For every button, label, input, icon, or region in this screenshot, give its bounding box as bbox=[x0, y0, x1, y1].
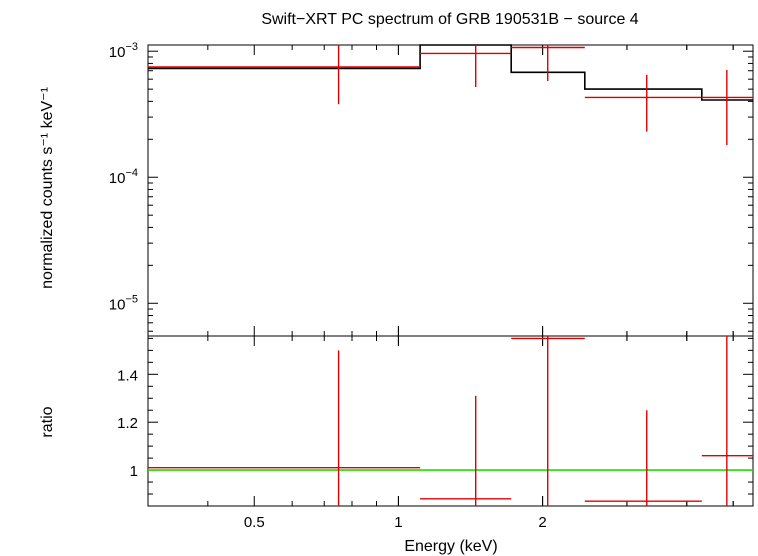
ratio-point bbox=[148, 350, 421, 506]
x-axis-label: Energy (keV) bbox=[404, 538, 497, 555]
y-tick-label-base: 10 bbox=[109, 170, 126, 187]
ratio-point bbox=[701, 336, 753, 506]
y-tick-label: 1.2 bbox=[117, 415, 138, 432]
ratio-point bbox=[511, 336, 585, 506]
y-tick-label: 10−4 bbox=[109, 167, 138, 187]
data-point bbox=[511, 45, 585, 82]
ratio-data-points bbox=[148, 336, 753, 506]
x-tick-label: 1 bbox=[394, 514, 402, 531]
chart-title: Swift−XRT PC spectrum of GRB 190531B − s… bbox=[261, 11, 638, 28]
data-point bbox=[148, 45, 421, 105]
y-tick-label-exponent: −5 bbox=[125, 293, 138, 305]
x-tick-label: 0.5 bbox=[244, 514, 265, 531]
ratio-point bbox=[584, 410, 702, 506]
spectrum-y-tick-labels: 10−310−410−5 bbox=[109, 41, 138, 313]
y-tick-label-base: 10 bbox=[109, 44, 126, 61]
y-tick-label-base: 10 bbox=[109, 296, 126, 313]
spectrum-axis-ticks bbox=[147, 45, 753, 336]
x-tick-labels: 0.5 1 2 bbox=[244, 514, 547, 531]
data-point bbox=[701, 69, 753, 146]
y-tick-label: 10−3 bbox=[109, 41, 138, 61]
spectrum-data-points bbox=[148, 45, 753, 146]
y-tick-label: 10−5 bbox=[109, 293, 138, 313]
y-tick-label-exponent: −4 bbox=[125, 167, 138, 179]
x-tick-label: 2 bbox=[538, 514, 546, 531]
data-point bbox=[420, 45, 512, 87]
ratio-y-axis-label: ratio bbox=[39, 406, 56, 437]
ratio-axis-ticks bbox=[147, 336, 753, 506]
y-tick-label: 1.4 bbox=[117, 367, 138, 384]
y-tick-label: 1 bbox=[130, 463, 138, 480]
ratio-plot-frame bbox=[147, 335, 754, 507]
y-tick-label-exponent: −3 bbox=[125, 41, 138, 53]
ratio-y-tick-labels: 1 1.2 1.4 bbox=[117, 367, 138, 480]
ratio-panel: 1 1.2 1.4 0.5 1 2 ratio Energy (keV) bbox=[39, 335, 754, 555]
data-point bbox=[584, 74, 702, 132]
spectrum-y-axis-label: normalized counts s⁻¹ keV⁻¹ bbox=[39, 87, 56, 289]
spectrum-panel: 10−310−410−5 normalized counts s⁻¹ keV⁻¹ bbox=[39, 41, 754, 337]
ratio-point bbox=[420, 395, 512, 506]
